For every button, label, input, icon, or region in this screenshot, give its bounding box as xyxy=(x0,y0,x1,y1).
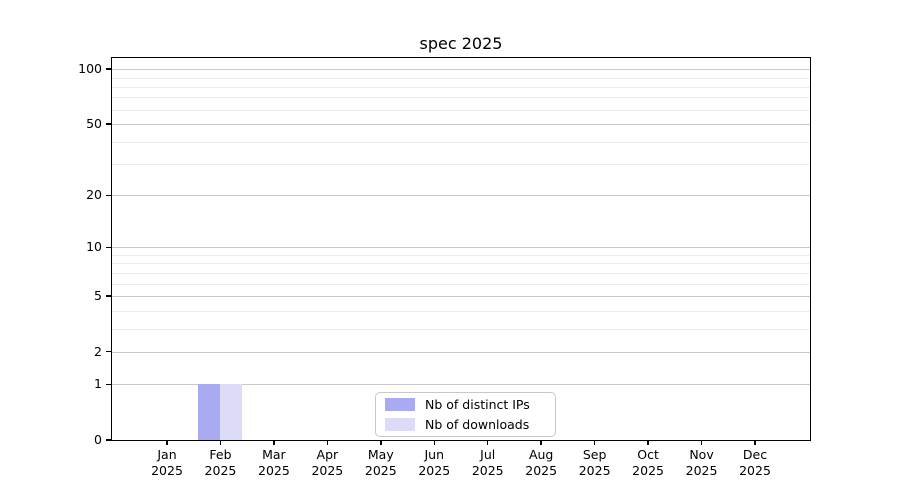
x-tick-label: Feb 2025 xyxy=(188,447,252,479)
x-tick-label-line: Jul xyxy=(480,447,496,462)
x-tick-label-line: 2025 xyxy=(151,463,183,478)
gridline-minor xyxy=(112,77,810,79)
x-tick-label: Dec 2025 xyxy=(723,447,787,479)
legend-row: Nb of downloads xyxy=(385,417,555,432)
y-tick-label: 20 xyxy=(86,187,102,203)
bar-downloads xyxy=(220,384,243,440)
x-tick-label-line: Oct xyxy=(637,447,659,462)
legend-label: Nb of downloads xyxy=(425,417,530,432)
gridline-minor xyxy=(112,86,810,88)
gridline-minor xyxy=(112,310,810,312)
x-tick-label: Jul 2025 xyxy=(456,447,520,479)
x-tick-label-line: Jan xyxy=(157,447,177,462)
x-tick-mark xyxy=(326,440,329,445)
gridline-major xyxy=(112,384,810,386)
chart-title: spec 2025 xyxy=(419,34,503,53)
x-tick-label-line: Feb xyxy=(209,447,232,462)
y-tick-mark xyxy=(106,123,111,125)
y-tick-mark xyxy=(106,295,111,297)
gridline-minor xyxy=(112,109,810,111)
x-tick-label-line: 2025 xyxy=(578,463,611,478)
x-tick-label: Nov 2025 xyxy=(670,447,734,479)
x-tick-label: Jun 2025 xyxy=(402,447,466,479)
gridline-minor xyxy=(112,272,810,274)
x-tick-label-line: Mar xyxy=(262,447,286,462)
x-tick-mark xyxy=(540,440,542,445)
x-tick-label-line: 2025 xyxy=(311,463,344,478)
y-tick-label: 100 xyxy=(78,61,102,77)
x-tick-mark xyxy=(486,440,489,445)
gridline-minor xyxy=(112,141,810,143)
x-tick-label-line: 2025 xyxy=(739,463,771,478)
x-tick-mark xyxy=(700,440,703,445)
x-tick-label: Oct 2025 xyxy=(616,447,680,479)
x-tick-mark xyxy=(380,440,382,445)
x-tick-mark xyxy=(433,440,436,445)
y-tick-label: 5 xyxy=(94,288,102,303)
y-tick-mark xyxy=(106,246,111,249)
x-tick-label-line: Jun xyxy=(424,447,445,462)
x-tick-label: Apr 2025 xyxy=(295,447,359,479)
y-tick-label: 10 xyxy=(86,239,102,255)
y-tick-mark xyxy=(106,68,111,70)
x-tick-label: Mar 2025 xyxy=(242,447,306,479)
legend-label: Nb of distinct IPs xyxy=(425,397,530,412)
x-tick-label: May 2025 xyxy=(349,447,413,479)
x-tick-label-line: 2025 xyxy=(632,463,664,478)
gridline-major xyxy=(112,351,810,353)
x-tick-label-line: Apr xyxy=(316,447,339,462)
legend-swatch xyxy=(385,418,415,431)
gridline-major xyxy=(112,247,810,249)
x-tick-label-line: Nov xyxy=(689,447,714,462)
x-tick-label-line: 2025 xyxy=(525,463,558,478)
y-tick-mark xyxy=(106,383,111,386)
x-tick-label-line: 2025 xyxy=(258,463,290,478)
legend: Nb of distinct IPs Nb of downloads xyxy=(375,392,556,437)
x-tick-label-line: Dec xyxy=(742,447,768,462)
x-tick-label-line: Sep xyxy=(582,447,607,462)
x-tick-label-line: 2025 xyxy=(204,463,237,478)
legend-row: Nb of distinct IPs xyxy=(385,397,555,412)
gridline-minor xyxy=(112,328,810,330)
x-tick-label-line: 2025 xyxy=(471,463,504,478)
x-tick-mark xyxy=(273,440,275,445)
bar-distinct-ips xyxy=(198,384,221,440)
x-tick-mark xyxy=(593,440,596,445)
x-tick-label-line: 2025 xyxy=(418,463,451,478)
x-tick-mark xyxy=(754,440,756,445)
y-tick-label: 50 xyxy=(86,116,102,132)
x-tick-mark xyxy=(219,440,222,445)
x-tick-mark xyxy=(166,440,168,445)
x-tick-label-line: Aug xyxy=(528,447,554,462)
x-tick-label-line: 2025 xyxy=(364,463,397,478)
x-tick-label: Jan 2025 xyxy=(135,447,199,479)
gridline-minor xyxy=(112,263,810,265)
gridline-minor xyxy=(112,283,810,285)
y-tick-mark xyxy=(106,439,111,441)
legend-swatch xyxy=(385,398,415,411)
x-tick-label: Sep 2025 xyxy=(563,447,627,479)
plot-area xyxy=(112,58,810,440)
gridline-major xyxy=(112,195,810,197)
y-tick-label: 0 xyxy=(94,432,102,447)
gridline-major xyxy=(112,296,810,297)
y-tick-label: 1 xyxy=(94,376,102,392)
x-tick-mark xyxy=(647,440,649,445)
y-tick-mark xyxy=(106,350,111,353)
gridline-minor xyxy=(112,254,810,256)
gridline-major xyxy=(112,69,810,71)
gridline-minor xyxy=(112,97,810,99)
y-tick-mark xyxy=(106,194,111,197)
y-tick-label: 2 xyxy=(94,343,102,359)
gridline-minor xyxy=(112,164,810,166)
x-tick-label-line: May xyxy=(367,447,394,462)
gridline-major xyxy=(112,124,810,126)
x-tick-label-line: 2025 xyxy=(685,463,718,478)
x-tick-label: Aug 2025 xyxy=(509,447,573,479)
